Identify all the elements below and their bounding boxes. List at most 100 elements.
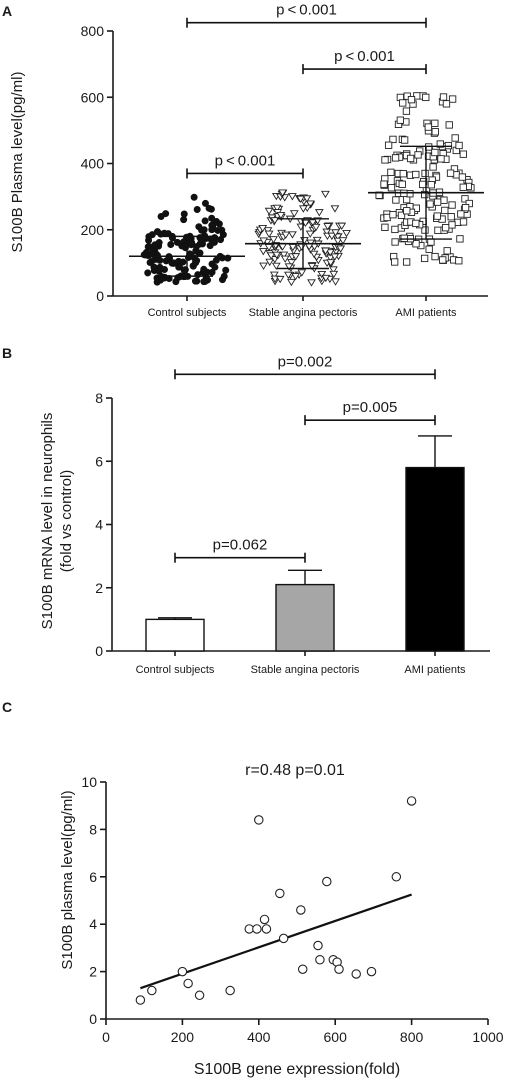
panel-c-point	[183, 978, 193, 989]
panel-a-ami-point	[439, 256, 447, 264]
panel-a-ami-point	[391, 225, 399, 234]
panel-c-point	[194, 990, 205, 1001]
panel-a-control-point	[218, 226, 226, 234]
panel-a-angina-point	[296, 195, 306, 204]
panel-a-ami-point	[389, 135, 397, 144]
panel-a-control-point	[160, 229, 168, 237]
panel-c-points	[135, 796, 417, 1005]
panel-a-ami-point	[397, 211, 406, 219]
panel-a-control-point	[188, 239, 196, 247]
panel-a-ami-point	[412, 240, 420, 248]
panel-a-ami-point	[381, 223, 389, 231]
panel-a-angina-point	[264, 244, 274, 252]
panel-a-ami-point	[396, 116, 404, 124]
panel-a-angina-point	[327, 232, 337, 241]
panel-c-x-tick-label: 200	[171, 1029, 195, 1045]
panel-a-angina-point	[280, 255, 290, 263]
panel-b-y-tick-label: 4	[95, 517, 103, 533]
panel-a-control-point	[222, 266, 230, 274]
panel-a-control-point	[165, 275, 173, 283]
panel-a-ami-point	[402, 107, 411, 115]
panel-a-angina-point	[258, 248, 268, 256]
panel-a-ami-point	[412, 204, 420, 212]
panel-a-angina-point	[275, 275, 285, 284]
panel-a-ami-point	[387, 168, 395, 176]
panel-c-y-tick-label: 0	[89, 1011, 97, 1027]
panel-a-angina-point	[298, 205, 308, 213]
panel-b-p-value: p=0.062	[213, 537, 268, 554]
panel-a-control-point	[151, 241, 159, 249]
panel-b-p-value: p=0.005	[343, 399, 398, 416]
panel-a-ami-point	[433, 212, 441, 220]
panel-a-angina-point	[264, 230, 274, 238]
panel-a-p-value: p < 0.001	[334, 48, 395, 65]
panel-c-x-tick-label: 600	[324, 1029, 348, 1045]
panel-a-control-point	[208, 268, 216, 276]
panel-a-angina-point	[287, 193, 297, 201]
panel-a-control-point	[201, 217, 209, 225]
panel-b-x-tick-label: AMI patients	[404, 664, 466, 676]
panel-a-control-point	[153, 228, 161, 236]
panel-b-significance: p=0.002 p=0.005 p=0.062	[174, 353, 436, 563]
panel-c: C r=0.48 p=0.01 S100B plasma level(pg/ml…	[2, 699, 504, 1078]
panel-a-angina-point	[269, 271, 279, 279]
panel-a-control-point	[144, 269, 152, 277]
panel-a-y-tick-label: 600	[81, 89, 105, 105]
panel-a-angina-point	[259, 237, 269, 245]
panel-a-x-tick-label: AMI patients	[395, 307, 457, 319]
panel-a: A S100B Plasma level(pg/ml) 0 200 400 600 80…	[2, 2, 488, 319]
panel-b-y-axis-label-line2: (fold vs control)	[58, 470, 75, 573]
panel-a-control-point	[172, 278, 180, 286]
panel-a-control-point	[175, 263, 183, 271]
panel-a-control-point	[146, 258, 154, 266]
panel-a-control-point	[220, 272, 228, 280]
panel-a-p-value: p < 0.001	[215, 152, 276, 169]
panel-a-control-point	[206, 242, 214, 250]
panel-c-x-axis-label: S100B gene expression(fold)	[194, 1061, 400, 1078]
panel-a-angina-point	[271, 262, 281, 271]
panel-a-ami-point	[387, 184, 396, 192]
panel-c-point	[278, 933, 289, 944]
panel-a-ami-point	[436, 140, 444, 148]
panel-a-ami-point	[431, 252, 439, 261]
panel-c-point	[391, 872, 402, 882]
panel-a-angina-point	[307, 262, 317, 271]
panel-a-ami-point	[461, 195, 469, 203]
panel-a-ami-point	[392, 196, 400, 204]
panel-a-control-point	[145, 233, 153, 241]
panel-a-angina-point	[321, 274, 331, 283]
panel-a-control-point	[192, 259, 200, 267]
panel-a-ami-point	[381, 156, 389, 164]
panel-a-angina-point	[321, 247, 330, 255]
panel-a-x-tick-label: Control subjects	[148, 307, 227, 319]
panel-c-label: C	[2, 699, 12, 715]
panel-a-angina-point	[288, 231, 297, 239]
panel-a-angina-point	[284, 263, 294, 271]
panel-a-control-point	[190, 193, 198, 201]
panel-c-point	[296, 905, 306, 915]
panel-a-ami-point	[431, 148, 439, 157]
panel-a-y-tick-label: 200	[81, 222, 105, 238]
panel-a-control-point	[208, 214, 216, 222]
panel-a-angina-point	[265, 258, 275, 267]
panel-a-axes: 0 200 400 600 800 Control subjects Stable angi…	[81, 23, 488, 319]
panel-a-control-point	[193, 206, 201, 214]
panel-c-point	[147, 985, 157, 996]
panel-c-y-tick-label: 8	[89, 821, 97, 837]
panel-a-angina-point	[279, 251, 289, 259]
panel-a-ami-point	[448, 95, 457, 103]
panel-a-ami-point	[442, 100, 451, 108]
panel-a-angina-point	[258, 225, 268, 233]
panel-c-point	[177, 966, 188, 977]
panel-a-angina-point	[331, 229, 340, 237]
panel-a-ami-point	[451, 134, 459, 142]
panel-b-bar	[405, 466, 465, 652]
panel-b-label: B	[2, 345, 12, 361]
panel-a-angina-point	[308, 219, 318, 227]
panel-c-point	[259, 914, 270, 925]
panel-a-p-value: p < 0.001	[276, 2, 337, 19]
panel-a-ami-point	[458, 173, 467, 181]
panel-a-ami-point	[400, 136, 409, 144]
panel-a-ami-point	[456, 235, 464, 243]
panel-a-ami-point	[441, 206, 449, 215]
